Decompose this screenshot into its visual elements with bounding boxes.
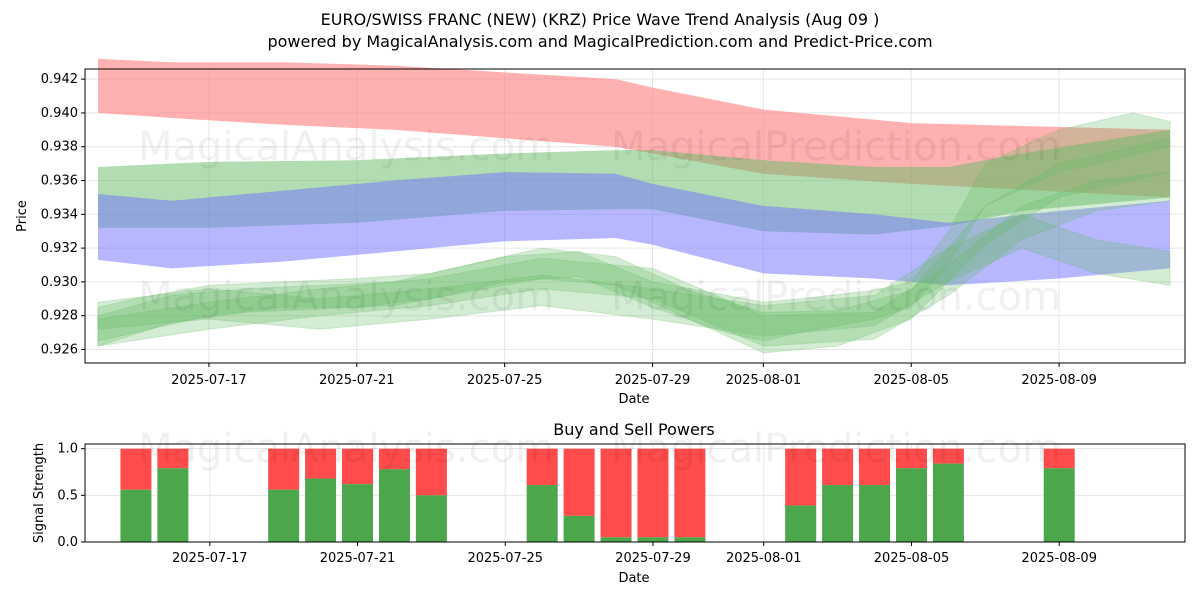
signal-x-tick-label: 2025-07-29	[615, 551, 691, 566]
green-wave-band	[97, 213, 1171, 337]
price-x-axis-label: Date	[618, 392, 649, 407]
signal-plot-frame	[84, 443, 1186, 543]
buy-power-bar	[305, 478, 337, 542]
buy-power-bar	[342, 484, 374, 542]
signal-x-ticks: 2025-07-17 2025-07-21 2025-07-25 2025-07-29…	[172, 542, 1097, 566]
sell-power-bar	[600, 448, 632, 538]
price-y-tick-label: 0.936	[41, 174, 78, 189]
buy-power-bar	[563, 515, 595, 542]
sell-power-bar	[895, 448, 927, 469]
price-bands	[98, 58, 1170, 286]
sell-power-bar	[1043, 448, 1075, 469]
signal-x-tick-label: 2025-08-09	[1021, 551, 1097, 566]
signal-y-tick-label: 0.5	[57, 488, 78, 503]
price-x-tick-label: 2025-08-05	[873, 373, 949, 388]
sell-power-bar	[342, 448, 374, 485]
price-y-ticks: 0.926 0.928 0.930 0.932 0.934 0.936 0.938 0.940…	[41, 72, 85, 357]
buy-power-bar	[268, 489, 300, 542]
price-x-tick-label: 2025-07-29	[615, 373, 691, 388]
sell-power-bar	[268, 448, 300, 490]
buy-power-bar	[415, 495, 447, 542]
signal-x-tick-label: 2025-08-05	[874, 551, 950, 566]
buy-power-bar	[785, 505, 817, 542]
price-plot-frame	[84, 68, 1186, 364]
signal-bars	[120, 448, 1075, 542]
signal-x-tick-label: 2025-08-01	[726, 551, 802, 566]
signal-x-tick-label: 2025-07-17	[172, 551, 248, 566]
buy-power-bar	[932, 463, 964, 542]
signal-x-axis-label: Date	[618, 571, 649, 586]
signal-y-tick-label: 0.0	[57, 535, 78, 550]
buy-power-bar	[1043, 468, 1075, 542]
signal-x-tick-label: 2025-07-25	[467, 551, 543, 566]
buy-power-bar	[895, 468, 927, 542]
price-waves	[97, 112, 1171, 354]
green-wave-band	[97, 137, 1171, 354]
sell-power-bar	[378, 448, 410, 470]
buy-power-bar	[674, 537, 706, 542]
signal-y-tick-label: 1.0	[57, 442, 78, 457]
sell-power-bar	[637, 448, 669, 538]
sell-power-bar	[785, 448, 817, 506]
watermark-prediction: MagicalPrediction.com	[611, 124, 1061, 170]
price-x-tick-label: 2025-07-21	[319, 373, 395, 388]
price-y-tick-label: 0.932	[41, 241, 78, 256]
buy-power-bar	[378, 469, 410, 542]
signal-y-ticks: 0.0 0.5 1.0	[57, 442, 85, 550]
signal-y-axis-label: Signal Strength	[32, 443, 47, 543]
price-y-tick-label: 0.940	[41, 106, 78, 121]
sell-power-bar	[563, 448, 595, 516]
price-x-tick-label: 2025-07-25	[467, 373, 543, 388]
price-x-tick-label: 2025-07-17	[171, 373, 247, 388]
sell-power-bar	[822, 448, 854, 486]
sell-power-bar	[305, 448, 337, 479]
buy-power-bar	[822, 485, 854, 542]
price-y-tick-label: 0.926	[41, 342, 78, 357]
price-x-tick-label: 2025-08-09	[1021, 373, 1097, 388]
watermark-analysis: MagicalAnalysis.com	[138, 124, 554, 170]
red-trend-band	[98, 58, 1170, 198]
watermark-analysis-2: MagicalAnalysis.com	[138, 274, 554, 320]
price-x-ticks: 2025-07-17 2025-07-21 2025-07-25 2025-07-29…	[171, 363, 1097, 388]
price-y-tick-label: 0.928	[41, 309, 78, 324]
buy-power-bar	[859, 485, 891, 542]
green-wave-band	[97, 171, 1171, 347]
blue-trend-band	[98, 172, 1170, 286]
sell-power-bar	[120, 448, 152, 490]
chart-subtitle: powered by MagicalAnalysis.com and Magic…	[267, 32, 933, 51]
watermark-prediction-2: MagicalPrediction.com	[611, 274, 1061, 320]
signal-x-tick-label: 2025-07-21	[320, 551, 396, 566]
price-y-tick-label: 0.942	[41, 72, 78, 87]
buy-power-bar	[157, 468, 189, 542]
sell-power-bar	[859, 448, 891, 486]
chart-title: EURO/SWISS FRANC (NEW) (KRZ) Price Wave …	[320, 10, 880, 29]
price-y-tick-label: 0.938	[41, 140, 78, 155]
price-y-tick-label: 0.930	[41, 275, 78, 290]
signal-chart-title: Buy and Sell Powers	[553, 420, 715, 439]
sell-power-bar	[674, 448, 706, 538]
buy-power-bar	[600, 537, 632, 542]
sell-power-bar	[415, 448, 447, 496]
buy-power-bar	[526, 485, 558, 542]
sell-power-bar	[932, 448, 964, 464]
buy-power-bar	[637, 537, 669, 542]
sell-power-bar	[157, 448, 189, 469]
watermark-analysis-3: MagicalAnalysis.com	[138, 426, 554, 472]
green-wave-band	[97, 112, 1171, 342]
buy-power-bar	[120, 489, 152, 542]
sell-power-bar	[526, 448, 558, 486]
watermark-prediction-3: MagicalPrediction.com	[611, 426, 1061, 472]
price-y-axis-label: Price	[15, 200, 30, 232]
price-y-tick-label: 0.934	[41, 207, 78, 222]
price-x-tick-label: 2025-08-01	[726, 373, 802, 388]
